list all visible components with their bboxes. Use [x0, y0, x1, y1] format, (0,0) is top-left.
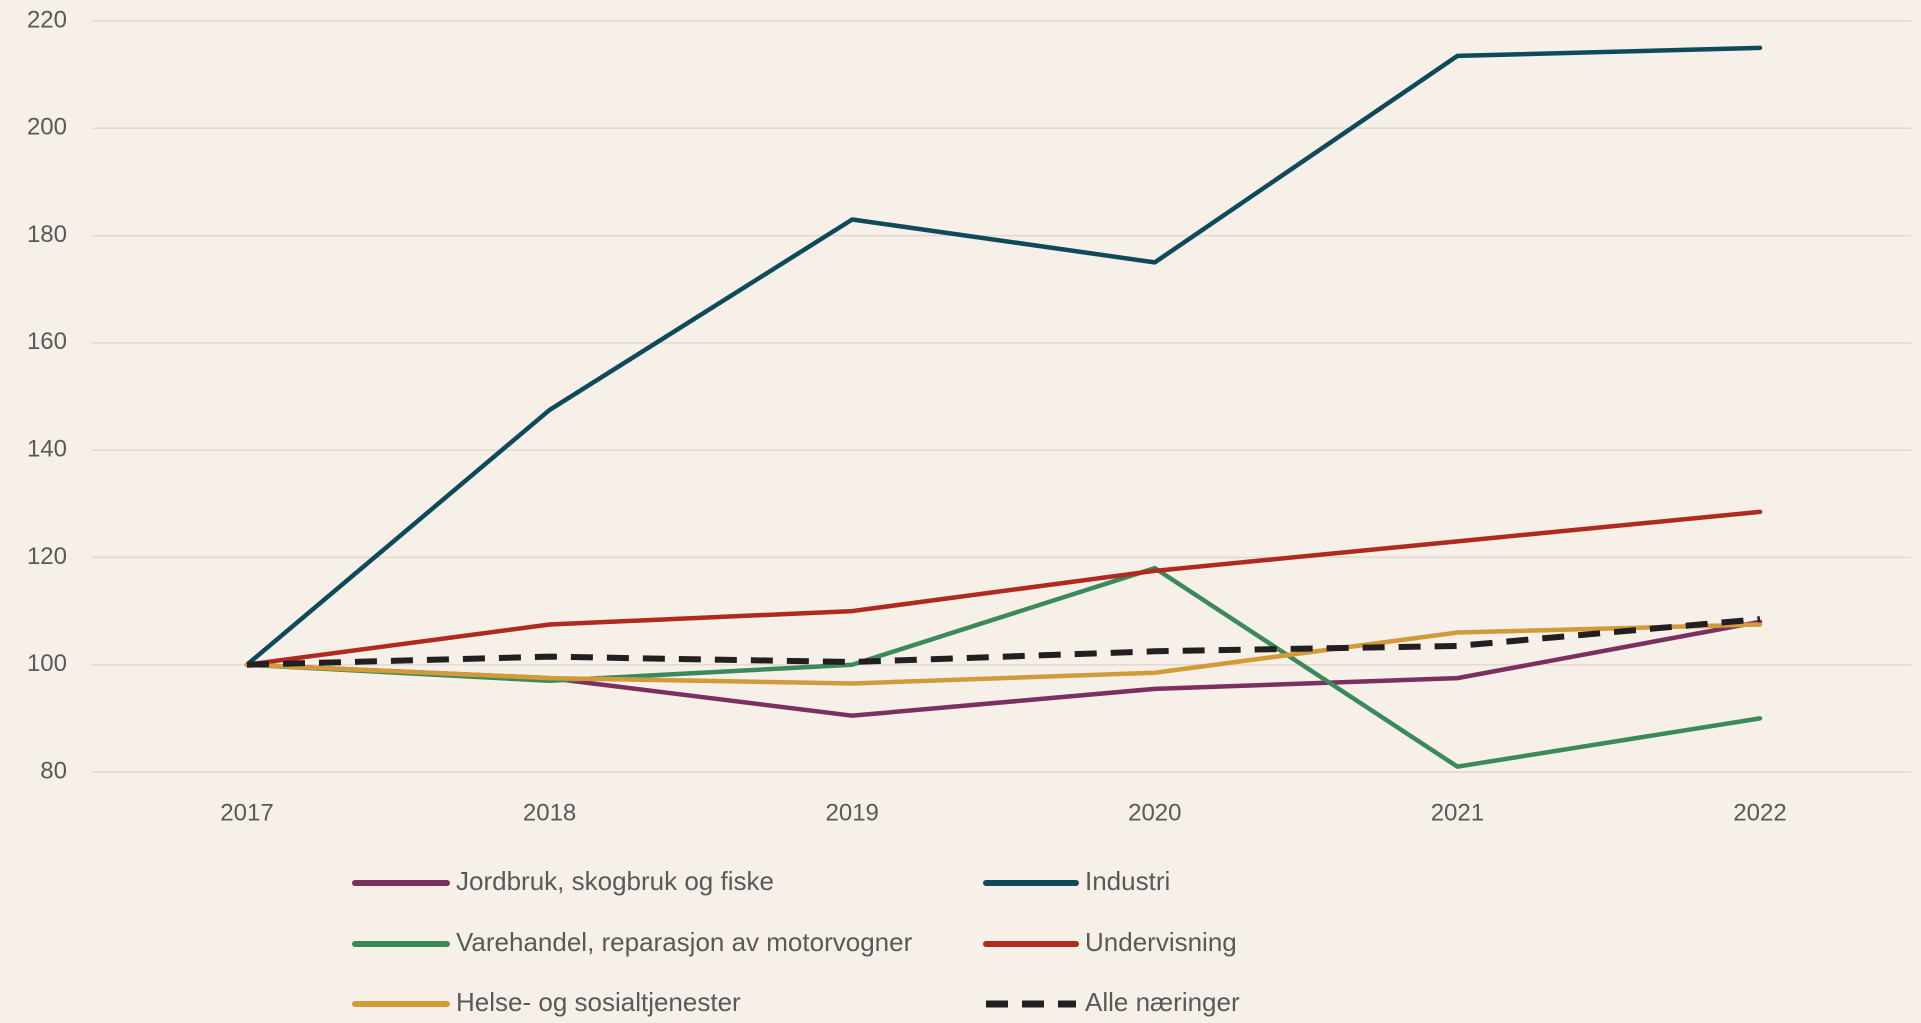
x-tick-label: 2020: [1128, 799, 1181, 826]
x-tick-label: 2017: [220, 799, 273, 826]
y-tick-label: 80: [40, 757, 67, 784]
legend-label: Undervisning: [1085, 927, 1237, 957]
y-tick-label: 220: [27, 6, 67, 33]
y-tick-label: 160: [27, 328, 67, 355]
y-tick-label: 100: [27, 650, 67, 677]
x-tick-label: 2019: [826, 799, 879, 826]
legend-label: Alle næringer: [1085, 987, 1240, 1017]
legend-label: Varehandel, reparasjon av motorvogner: [456, 927, 913, 957]
legend-label: Industri: [1085, 866, 1170, 896]
series-line: [244, 622, 1763, 686]
y-tick-label: 180: [27, 221, 67, 248]
x-tick-label: 2022: [1733, 799, 1786, 826]
x-tick-label: 2021: [1431, 799, 1484, 826]
series-line: [244, 45, 1763, 667]
series-line: [246, 616, 1761, 668]
legend-label: Helse- og sosialtjenester: [456, 987, 741, 1017]
y-tick-label: 120: [27, 543, 67, 570]
series-line: [244, 509, 1763, 667]
y-tick-label: 140: [27, 435, 67, 462]
y-tick-label: 200: [27, 114, 67, 141]
legend-label: Jordbruk, skogbruk og fiske: [456, 866, 774, 896]
x-tick-label: 2018: [523, 799, 576, 826]
